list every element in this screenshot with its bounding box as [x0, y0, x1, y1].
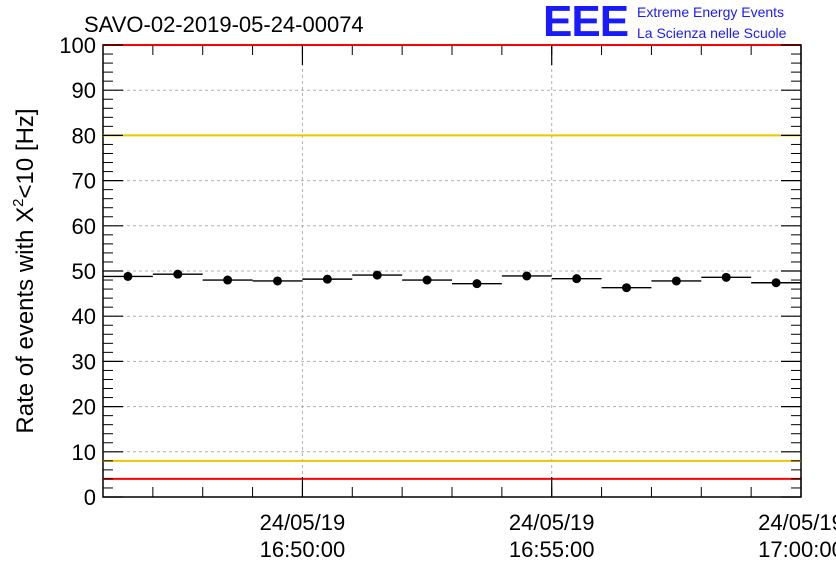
logo-line-1: Extreme Energy Events	[637, 4, 785, 20]
x-tick-date-label: 24/05/19	[509, 510, 595, 535]
y-tick-label: 100	[59, 33, 96, 58]
reference-lines	[103, 44, 801, 480]
logo-line-2: La Scienza nelle Scuole	[637, 25, 787, 41]
data-point	[721, 272, 731, 282]
x-tick-date-label: 24/05/19	[758, 510, 836, 535]
x-tick-date-label: 24/05/19	[260, 510, 346, 535]
x-tick-time-label: 16:55:00	[509, 537, 595, 562]
data-point	[622, 283, 631, 293]
x-tick-time-label: 16:50:00	[260, 537, 346, 562]
data-point	[123, 271, 133, 281]
y-tick-label: 10	[72, 440, 96, 465]
y-tick-label: 70	[72, 169, 96, 194]
y-tick-label: 0	[84, 485, 96, 510]
y-tick-label: 60	[72, 214, 96, 239]
y-axis-label-main: Rate of events with X	[12, 207, 39, 434]
chart-title: SAVO-02-2019-05-24-00074	[84, 12, 364, 37]
axis-ticks: 010203040506070809010024/05/1916:50:0024…	[59, 33, 836, 562]
data-point	[273, 276, 282, 286]
data-point	[572, 274, 582, 284]
y-tick-label: 30	[72, 349, 96, 374]
data-point	[223, 275, 233, 285]
y-tick-label: 40	[72, 304, 96, 329]
y-tick-label: 90	[72, 78, 96, 103]
y-tick-label: 20	[72, 395, 96, 420]
data-point	[372, 270, 382, 280]
data-point	[422, 275, 432, 285]
data-point	[522, 271, 532, 281]
grid-layer	[103, 45, 801, 497]
eee-logo-mark: EEE	[543, 0, 629, 46]
data-point	[671, 276, 681, 286]
x-tick-time-label: 17:00:00	[758, 537, 836, 562]
data-point	[322, 274, 332, 284]
y-axis-label-tail: <10 [Hz]	[12, 108, 39, 198]
data-point	[771, 278, 781, 288]
data-point	[173, 269, 183, 279]
y-tick-label: 80	[72, 123, 96, 148]
y-axis-label: Rate of events with X2<10 [Hz]	[10, 108, 39, 433]
data-point	[472, 279, 482, 289]
y-tick-label: 50	[72, 259, 96, 284]
y-axis-label-superscript: 2	[10, 198, 27, 206]
data-points	[103, 269, 801, 293]
